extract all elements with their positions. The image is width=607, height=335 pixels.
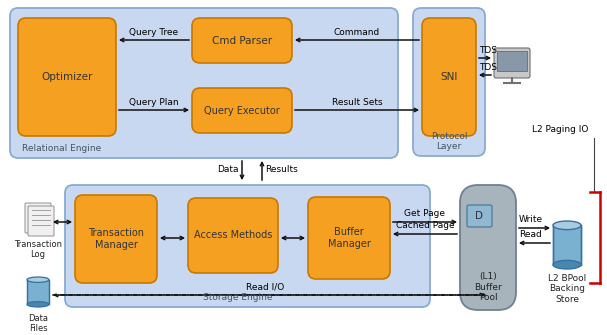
FancyBboxPatch shape bbox=[460, 185, 516, 310]
Text: Query Executor: Query Executor bbox=[204, 106, 280, 116]
Text: Write: Write bbox=[519, 215, 543, 224]
Ellipse shape bbox=[27, 302, 49, 307]
Ellipse shape bbox=[27, 277, 49, 282]
Text: Result Sets: Result Sets bbox=[331, 98, 382, 107]
FancyBboxPatch shape bbox=[192, 18, 292, 63]
Text: TDS: TDS bbox=[479, 46, 497, 55]
Text: Query Plan: Query Plan bbox=[129, 98, 179, 107]
Text: SNI: SNI bbox=[440, 72, 458, 82]
Text: Query Tree: Query Tree bbox=[129, 28, 178, 37]
FancyBboxPatch shape bbox=[422, 18, 476, 136]
Bar bbox=[553, 225, 581, 265]
Text: Read I/O: Read I/O bbox=[246, 282, 284, 291]
Text: Access Methods: Access Methods bbox=[194, 230, 272, 241]
Text: Data
Files: Data Files bbox=[28, 314, 48, 333]
Text: L2 Paging IO: L2 Paging IO bbox=[532, 126, 588, 134]
FancyBboxPatch shape bbox=[28, 206, 54, 236]
Text: L2 BPool
Backing
Store: L2 BPool Backing Store bbox=[548, 274, 586, 304]
FancyBboxPatch shape bbox=[10, 8, 398, 158]
Ellipse shape bbox=[553, 221, 581, 229]
Text: Optimizer: Optimizer bbox=[41, 72, 93, 82]
FancyBboxPatch shape bbox=[494, 48, 530, 78]
Text: Command: Command bbox=[334, 28, 380, 37]
Text: Results: Results bbox=[265, 165, 298, 175]
Text: Protocol
Layer: Protocol Layer bbox=[431, 132, 467, 151]
FancyBboxPatch shape bbox=[65, 185, 430, 307]
Text: Relational Engine: Relational Engine bbox=[22, 144, 101, 153]
Text: Transaction
Log: Transaction Log bbox=[14, 240, 62, 259]
Bar bbox=[497, 51, 527, 71]
FancyBboxPatch shape bbox=[192, 88, 292, 133]
FancyBboxPatch shape bbox=[308, 197, 390, 279]
Text: Cached Page: Cached Page bbox=[396, 221, 454, 230]
FancyBboxPatch shape bbox=[25, 203, 51, 233]
Text: Data: Data bbox=[217, 165, 239, 175]
Ellipse shape bbox=[553, 260, 581, 269]
Text: Read: Read bbox=[519, 230, 542, 239]
FancyBboxPatch shape bbox=[188, 198, 278, 273]
FancyBboxPatch shape bbox=[413, 8, 485, 156]
FancyBboxPatch shape bbox=[467, 205, 492, 227]
FancyBboxPatch shape bbox=[18, 18, 116, 136]
Text: Transaction
Manager: Transaction Manager bbox=[88, 228, 144, 250]
Text: TDS: TDS bbox=[479, 63, 497, 72]
Text: Buffer
Manager: Buffer Manager bbox=[328, 227, 370, 249]
Bar bbox=[27, 280, 49, 304]
Text: Cmd Parser: Cmd Parser bbox=[212, 36, 272, 46]
Text: Get Page: Get Page bbox=[404, 209, 446, 218]
FancyBboxPatch shape bbox=[75, 195, 157, 283]
Text: (L1)
Buffer
Pool: (L1) Buffer Pool bbox=[474, 272, 502, 302]
Text: D: D bbox=[475, 211, 484, 221]
Text: Storage Engine: Storage Engine bbox=[203, 293, 273, 302]
